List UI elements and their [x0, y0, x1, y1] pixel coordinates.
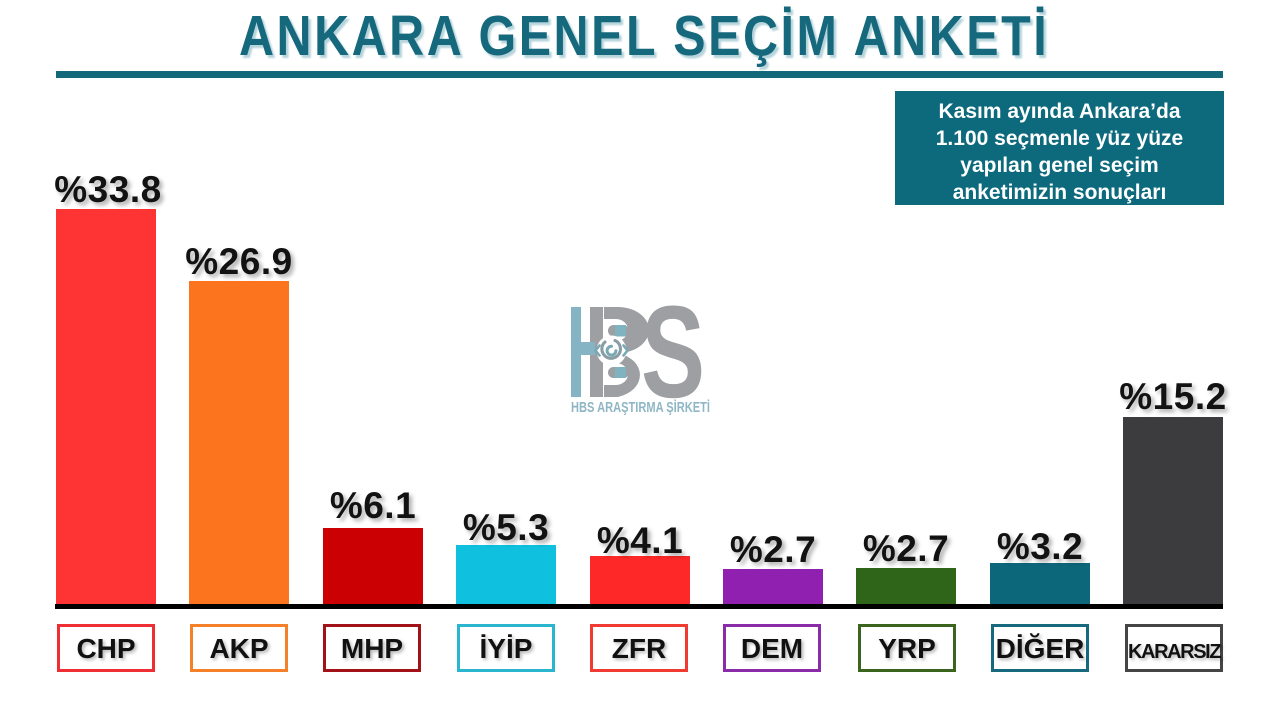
svg-text:S: S — [641, 290, 705, 420]
svg-text:HBS ARAŞTIRMA ŞİRKETİ: HBS ARAŞTIRMA ŞİRKETİ — [571, 399, 710, 416]
